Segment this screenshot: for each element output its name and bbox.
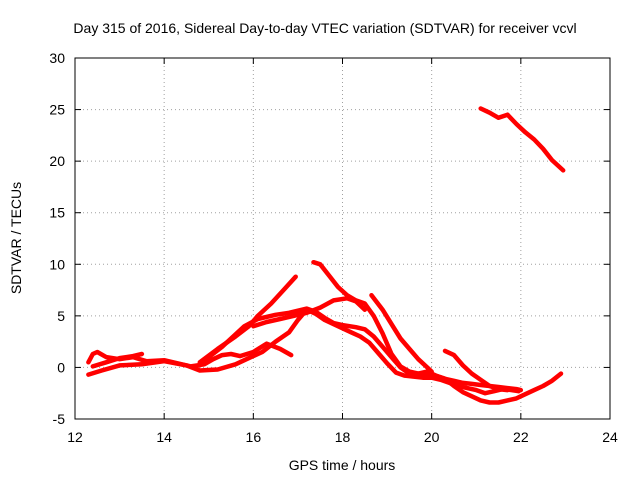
x-tick-label: 12 (67, 429, 83, 445)
y-tick-label: 25 (49, 102, 65, 118)
x-tick-label: 22 (513, 429, 529, 445)
y-tick-label: 10 (49, 256, 65, 272)
x-axis-label: GPS time / hours (289, 457, 396, 473)
series-line-track-8 (369, 292, 434, 374)
x-tick-label: 16 (246, 429, 262, 445)
series-line-track-7 (251, 296, 368, 329)
tick-layer: 12 14 16 18 20 22 24 -5 0 5 10 15 20 25 30 (49, 50, 618, 445)
series-line-track-3 (197, 306, 524, 393)
y-tick-label: -5 (53, 411, 66, 427)
series-line-track-2 (86, 307, 521, 396)
series-line-track-5 (90, 351, 145, 369)
x-tick-label: 14 (156, 429, 172, 445)
y-tick-label: 15 (49, 205, 65, 221)
y-axis-label: SDTVAR / TECUs (8, 182, 24, 294)
y-tick-label: 20 (49, 153, 65, 169)
y-tick-label: 5 (57, 308, 65, 324)
y-tick-label: 0 (57, 359, 65, 375)
series-line-track-4 (197, 274, 298, 365)
series-layer (86, 106, 566, 405)
y-tick-label: 30 (49, 50, 65, 66)
series-line-track-9 (442, 348, 510, 393)
x-tick-label: 20 (424, 429, 440, 445)
x-tick-label: 24 (602, 429, 618, 445)
x-tick-label: 18 (335, 429, 351, 445)
series-line-track-10 (478, 106, 566, 173)
grid-layer (75, 58, 610, 419)
chart-title: Day 315 of 2016, Sidereal Day-to-day VTE… (73, 20, 576, 36)
